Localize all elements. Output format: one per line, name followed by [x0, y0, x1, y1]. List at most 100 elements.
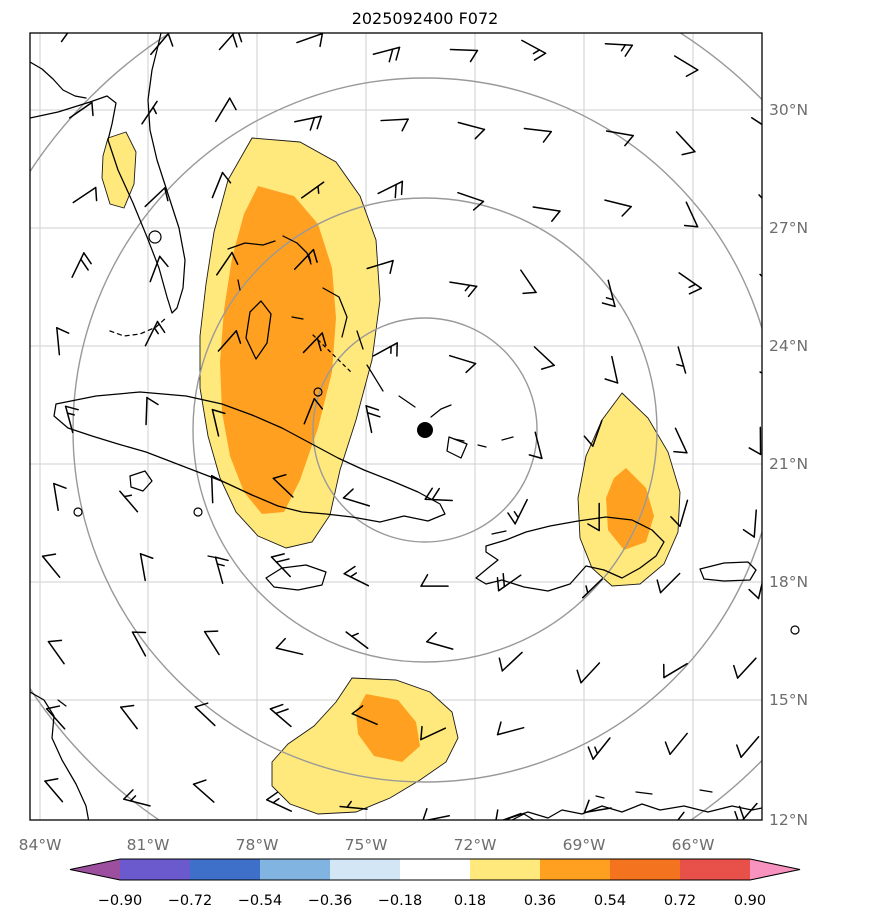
wind-barb: [448, 354, 477, 374]
barb-full-tick: [94, 186, 98, 202]
coastline: [506, 803, 762, 820]
barb-full-tick: [275, 708, 289, 715]
coastline: [635, 791, 653, 795]
barb-full-tick: [420, 574, 429, 587]
barb-full-tick: [343, 565, 356, 575]
contour-region: [220, 186, 336, 514]
wind-barb: [216, 251, 239, 276]
axis-labels: 84°W 81°W 78°W 75°W 72°W 69°W 66°W 30°N 27°N 24°N…: [19, 101, 808, 854]
barb-full-tick: [420, 725, 423, 741]
barb-full-tick: [194, 702, 209, 708]
barb-staff: [71, 252, 85, 278]
wind-barb: [457, 121, 486, 140]
wind-barb: [345, 631, 369, 650]
colorbar-segment: [260, 859, 330, 880]
wind-barb: [218, 33, 243, 51]
barb-staff: [673, 55, 699, 71]
range-ring: [192, 197, 658, 663]
barb-full-tick: [528, 454, 543, 460]
coastline: [366, 364, 384, 392]
barb-full-tick: [422, 808, 428, 820]
barb-staff: [145, 396, 148, 426]
wind-barb: [587, 502, 600, 532]
barb-full-tick: [763, 132, 775, 138]
colorbar-over-arrow: [750, 859, 800, 880]
barb-staff: [64, 405, 74, 434]
shaded-regions: [101, 131, 681, 815]
wind-barb: [495, 809, 522, 820]
colorbar-segment: [540, 859, 610, 880]
barb-half-tick: [123, 494, 133, 498]
barb-staff: [150, 33, 170, 56]
coastline: [475, 516, 665, 592]
barb-staff: [426, 641, 454, 650]
barb-staff: [139, 553, 146, 582]
colorbar: −0.90 −0.72 −0.54 −0.36 −0.18 0.18 0.36 0.54 0.7…: [69, 858, 801, 909]
barb-full-tick: [400, 180, 404, 196]
barb-staff: [685, 201, 699, 228]
barb-staff: [678, 272, 703, 290]
barb-staff: [68, 101, 93, 119]
barb-full-tick: [742, 528, 755, 538]
storm-center-dot: [417, 422, 433, 438]
coastline: [511, 813, 535, 820]
colorbar-tick-label: −0.36: [308, 893, 352, 909]
barb-full-tick: [214, 556, 229, 562]
wind-barb: [528, 431, 543, 460]
barb-full-tick: [351, 705, 364, 715]
wind-barb: [605, 130, 634, 147]
wind-barb: [581, 578, 603, 599]
coastline: [53, 391, 446, 523]
wind-barb: [47, 639, 65, 665]
barb-staff: [520, 269, 537, 294]
barb-staff: [131, 631, 147, 657]
barb-staff: [123, 798, 151, 807]
coastline: [398, 395, 416, 408]
coastline: [30, 33, 186, 314]
wind-barb: [583, 419, 603, 447]
contour-region: [606, 468, 654, 550]
wind-barb: [420, 725, 447, 741]
range-ring: [312, 317, 538, 543]
coastline: [30, 61, 87, 99]
circle-marker: [790, 625, 800, 635]
barb-full-tick: [673, 450, 688, 454]
barb-staff: [759, 273, 762, 278]
y-tick-label: 24°N: [769, 337, 808, 355]
barb-full-tick: [681, 150, 696, 156]
barb-half-tick: [759, 371, 762, 374]
barb-full-tick: [228, 97, 237, 111]
barb-staff: [203, 630, 220, 656]
barb-staff: [611, 355, 619, 384]
barb-staff: [211, 171, 224, 199]
barb-staff: [677, 346, 687, 374]
wind-barb: [604, 43, 634, 57]
wind-barb: [759, 371, 762, 374]
barb-full-tick: [472, 200, 485, 211]
barb-staff: [677, 811, 685, 820]
barb-half-tick: [676, 363, 685, 368]
barb-full-tick: [269, 703, 284, 710]
wind-barb: [759, 273, 762, 278]
barb-full-tick: [64, 405, 79, 411]
barb-full-tick: [389, 259, 394, 275]
wind-barb: [498, 651, 523, 672]
barb-staff: [294, 248, 315, 270]
colorbar-tick-label: 0.54: [594, 893, 626, 909]
x-tick-label: 66°W: [672, 836, 715, 854]
barb-half-tick: [73, 25, 76, 31]
x-tick-label: 81°W: [127, 836, 170, 854]
colorbar-under-arrow: [70, 859, 120, 880]
barb-full-tick: [235, 330, 242, 344]
wind-barb: [380, 118, 409, 132]
wind-barb: [194, 702, 216, 727]
wind-barb: [145, 396, 159, 426]
barb-staff: [501, 812, 522, 820]
barb-full-tick: [366, 411, 381, 418]
wind-barb: [71, 252, 92, 278]
barb-full-tick: [275, 637, 286, 649]
barb-staff: [372, 342, 398, 357]
coastline: [57, 699, 67, 707]
barb-staff: [210, 474, 214, 504]
